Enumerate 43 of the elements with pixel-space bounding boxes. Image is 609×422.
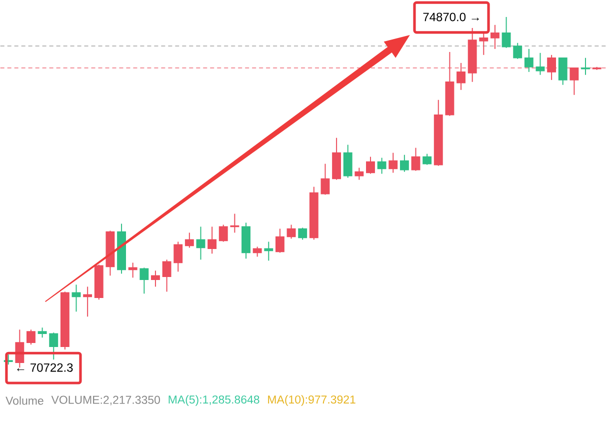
candlestick <box>581 58 590 76</box>
candlestick <box>320 164 330 196</box>
candlestick <box>208 226 217 254</box>
candlestick <box>479 32 488 56</box>
annotation: ← 70722.3 <box>17 364 73 372</box>
candlestick <box>264 241 274 262</box>
candlestick <box>275 228 284 254</box>
candlestick <box>128 262 138 278</box>
candlestick <box>377 158 386 175</box>
candlestick <box>49 332 58 360</box>
candlestick <box>83 286 92 318</box>
candlestick <box>298 227 308 240</box>
candlestick <box>354 168 364 181</box>
candlestick <box>162 259 172 292</box>
candlestick <box>411 148 420 172</box>
candlestick <box>38 327 47 338</box>
candlestick <box>366 156 375 175</box>
candlestick <box>422 154 432 166</box>
text: MA(10):977.3921 <box>268 395 356 406</box>
candlestick <box>196 226 206 260</box>
annotation: 74870.0 → <box>423 12 479 22</box>
candlestick <box>502 16 511 49</box>
candlestick <box>388 152 398 174</box>
candlestick <box>174 241 183 272</box>
candlestick <box>252 246 262 258</box>
candlestick <box>218 224 228 242</box>
candlestick <box>558 58 568 86</box>
candlestick <box>184 232 194 248</box>
candlestick <box>536 52 545 76</box>
candlestick <box>72 284 81 312</box>
candlestick <box>490 24 500 50</box>
candlestick <box>343 144 352 178</box>
candlestick <box>400 154 409 173</box>
text: Volume <box>6 396 44 405</box>
candlestick <box>286 224 296 240</box>
candlestick <box>26 329 36 346</box>
candlestick <box>150 270 160 288</box>
candlestick <box>524 48 534 73</box>
text: VOLUME:2,217.3350 <box>51 396 160 406</box>
candlestick <box>230 214 240 234</box>
text: MA(5):1,285.8648 <box>168 395 260 406</box>
candlestick <box>140 267 149 294</box>
candlestick <box>513 42 522 60</box>
